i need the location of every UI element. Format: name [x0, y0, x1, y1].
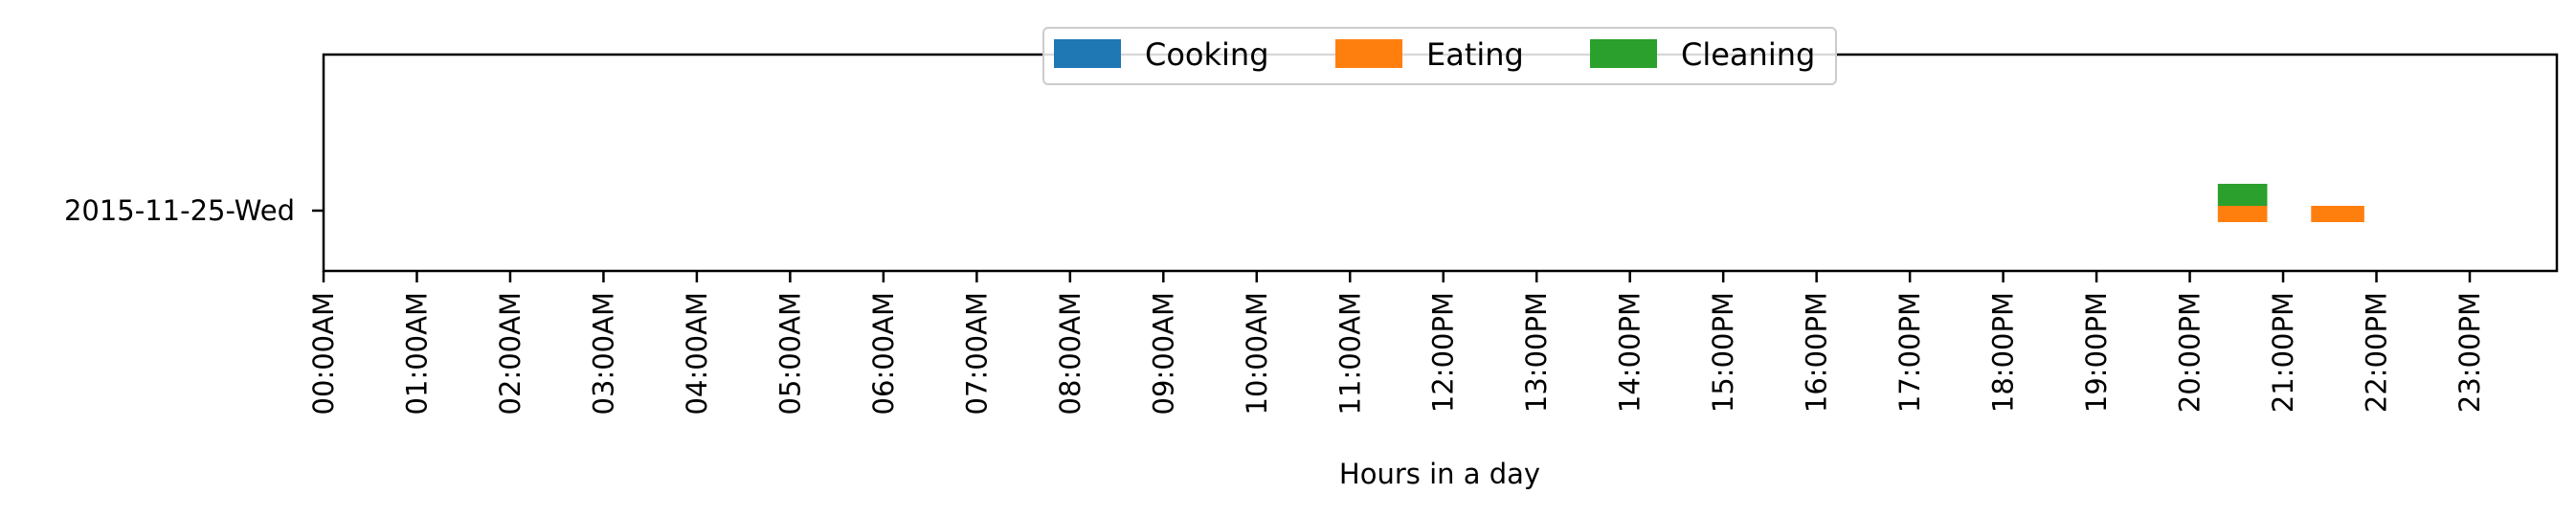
x-axis: 00:00AM 01:00AM 02:00AM 03:00AM 04:00AM 05:00…: [307, 271, 2486, 415]
bar-eating: [2217, 206, 2268, 222]
x-tick-label: 17:00PM: [1893, 292, 1926, 413]
legend-swatch-cooking: [1054, 39, 1121, 68]
y-axis: 2015-11-25-Wed: [64, 194, 324, 227]
x-tick-label: 15:00PM: [1707, 292, 1739, 413]
x-axis-label: Hours in a day: [1339, 458, 1540, 490]
x-tick-label: 23:00PM: [2453, 292, 2486, 413]
x-tick-label: 11:00AM: [1333, 292, 1366, 415]
legend-swatch-eating: [1335, 39, 1402, 68]
x-tick-label: 08:00AM: [1054, 292, 1086, 415]
x-tick-label: 03:00AM: [587, 292, 619, 415]
bar-eating: [2311, 206, 2364, 222]
y-tick-label: 2015-11-25-Wed: [64, 194, 295, 227]
x-tick-label: 05:00AM: [773, 292, 806, 415]
legend-label-cleaning: Cleaning: [1681, 36, 1815, 73]
x-tick-label: 19:00PM: [2080, 292, 2113, 413]
x-tick-label: 20:00PM: [2174, 292, 2206, 413]
x-tick-label: 12:00PM: [1427, 292, 1460, 413]
x-tick-label: 06:00AM: [867, 292, 900, 415]
legend-label-eating: Eating: [1426, 36, 1524, 73]
bar-cleaning: [2217, 184, 2268, 206]
x-tick-label: 09:00AM: [1147, 292, 1179, 415]
legend-label-cooking: Cooking: [1145, 36, 1269, 73]
x-tick-label: 21:00PM: [2267, 292, 2299, 413]
x-tick-label: 10:00AM: [1241, 292, 1273, 415]
x-tick-label: 13:00PM: [1520, 292, 1553, 413]
x-tick-label: 04:00AM: [681, 292, 713, 415]
x-tick-label: 14:00PM: [1614, 292, 1646, 413]
legend-swatch-cleaning: [1590, 39, 1657, 68]
x-tick-label: 00:00AM: [307, 292, 340, 415]
x-tick-label: 02:00AM: [494, 292, 526, 415]
legend: Cooking Eating Cleaning: [1042, 27, 1837, 85]
activity-bars: [2217, 184, 2364, 222]
x-tick-label: 01:00AM: [400, 292, 433, 415]
x-tick-label: 18:00PM: [1987, 292, 2020, 413]
x-tick-label: 07:00AM: [960, 292, 993, 415]
x-tick-label: 22:00PM: [2361, 292, 2393, 413]
x-tick-label: 16:00PM: [1801, 292, 1833, 413]
